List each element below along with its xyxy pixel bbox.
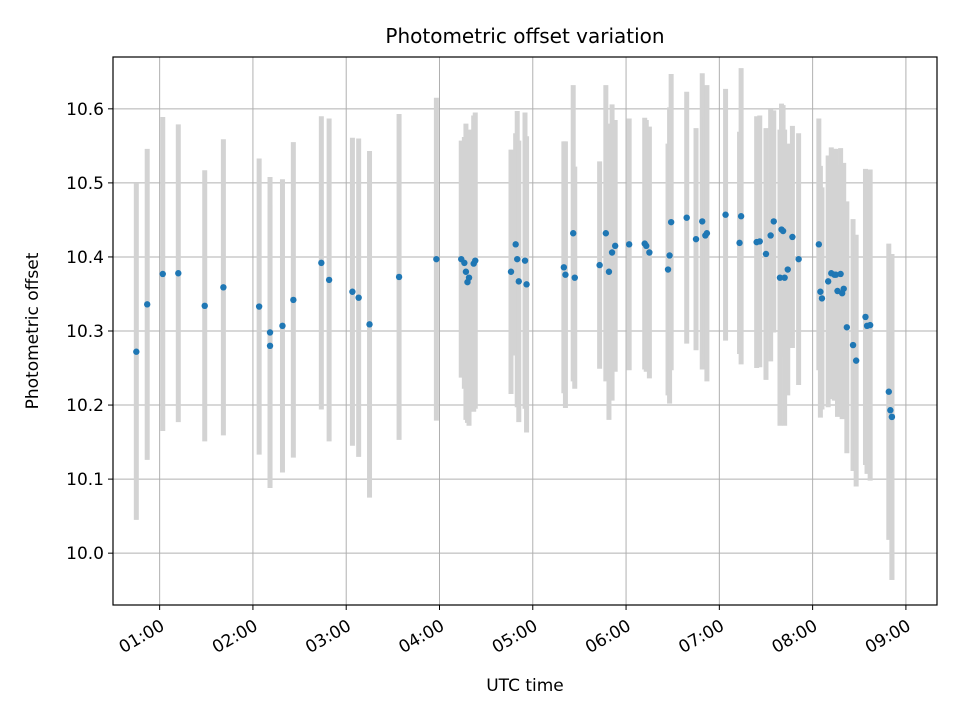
data-point (736, 239, 743, 247)
data-point (569, 230, 577, 237)
data-point (767, 232, 774, 239)
data-point (514, 255, 521, 263)
data-point (683, 214, 690, 221)
x-tick-label: 01:00 (116, 616, 168, 658)
data-point (885, 388, 893, 395)
x-tick-label: 08:00 (769, 616, 821, 658)
data-point (756, 238, 763, 245)
data-point (144, 301, 151, 308)
data-point (133, 348, 140, 355)
data-point (667, 218, 675, 226)
y-tick-label: 10.3 (66, 322, 104, 342)
data-point (290, 296, 297, 304)
y-tick-label: 10.0 (66, 544, 104, 564)
data-point (784, 266, 791, 273)
data-point (521, 257, 529, 264)
data-point (602, 230, 610, 237)
data-point (781, 274, 788, 281)
data-point (523, 281, 530, 288)
data-point (608, 249, 616, 256)
x-tick-label: 09:00 (862, 616, 914, 658)
x-tick-label: 04:00 (396, 616, 448, 658)
data-point (318, 259, 325, 267)
x-tick-label: 05:00 (489, 616, 541, 658)
data-point (472, 257, 479, 264)
data-point (843, 324, 851, 331)
data-point (862, 313, 869, 321)
data-point (266, 329, 274, 336)
data-point (840, 285, 847, 292)
data-point (220, 284, 227, 291)
data-point (779, 227, 787, 235)
errorbars (133, 68, 895, 580)
data-point (849, 341, 857, 349)
data-point (465, 274, 473, 281)
data-point (461, 259, 468, 267)
data-point (692, 235, 700, 243)
x-tick-label: 03:00 (302, 616, 354, 658)
data-point (279, 322, 286, 330)
data-point (159, 270, 166, 278)
data-point (625, 241, 633, 248)
data-point (703, 230, 711, 237)
data-point (737, 213, 745, 220)
data-point (462, 268, 470, 275)
data-point (888, 413, 896, 421)
data-point (175, 270, 182, 277)
data-point (395, 273, 403, 281)
data-point (722, 211, 729, 218)
data-point (433, 255, 440, 263)
data-point (611, 242, 619, 250)
data-point (560, 264, 568, 271)
data-point (824, 278, 832, 285)
x-tick-label: 06:00 (582, 616, 634, 658)
data-point (762, 250, 770, 258)
data-point (596, 261, 603, 269)
data-point (255, 303, 263, 310)
y-tick-label: 10.1 (66, 470, 104, 490)
y-tick-label: 10.6 (66, 100, 104, 120)
data-point (795, 255, 802, 263)
data-point (355, 294, 362, 301)
data-point (817, 288, 824, 295)
data-point (699, 218, 706, 225)
data-point (887, 407, 894, 414)
data-point (866, 321, 874, 329)
y-axis-label: Photometric offset (23, 252, 43, 409)
data-point (366, 321, 373, 328)
data-point (643, 242, 650, 250)
data-point (571, 274, 578, 281)
y-axis-ticks: 10.0 10.1 10.2 10.3 10.4 10.5 10.6 (66, 100, 113, 564)
x-tick-label: 02:00 (209, 616, 261, 658)
data-point (852, 357, 860, 364)
x-axis-ticks: 01:00 02:00 03:00 04:00 05:00 06:00 07:00 08:00… (116, 605, 914, 658)
data-point (266, 342, 274, 350)
y-tick-label: 10.2 (66, 396, 104, 416)
data-point (770, 218, 777, 225)
data-point (507, 268, 515, 275)
data-point (605, 268, 613, 275)
x-tick-label: 07:00 (675, 616, 727, 658)
data-point (818, 295, 826, 302)
data-point (776, 274, 784, 281)
data-point (664, 266, 672, 273)
data-point (201, 302, 208, 310)
data-point (666, 252, 673, 259)
data-point (562, 271, 569, 278)
data-point (815, 241, 823, 248)
x-axis-label: UTC time (486, 676, 564, 696)
data-point (349, 288, 356, 295)
chart-title: Photometric offset variation (385, 24, 664, 48)
data-points (133, 211, 896, 421)
data-point (646, 249, 653, 256)
data-point (325, 276, 333, 284)
data-point (837, 270, 844, 278)
data-point (789, 233, 796, 241)
y-tick-label: 10.4 (66, 248, 104, 268)
data-point (515, 278, 522, 285)
data-point (512, 241, 519, 248)
y-tick-label: 10.5 (66, 174, 104, 194)
